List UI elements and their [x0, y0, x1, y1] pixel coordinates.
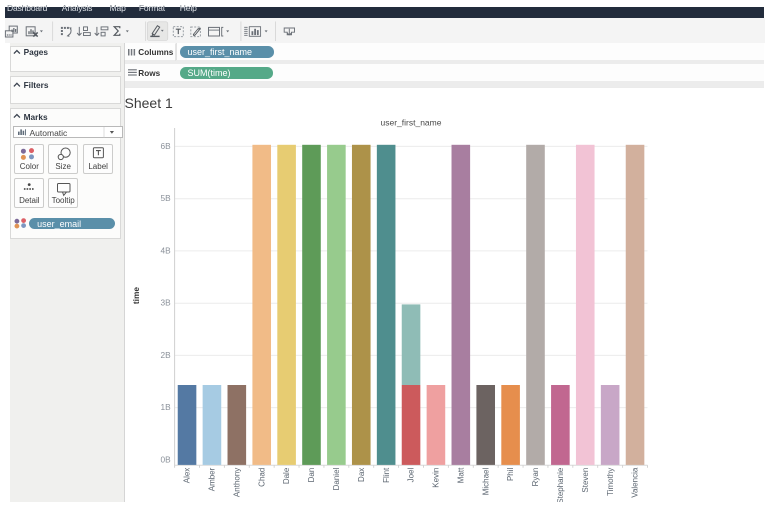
svg-text:Anthony: Anthony	[232, 468, 241, 497]
svg-text:Stephanie: Stephanie	[556, 467, 565, 502]
svg-text:Matt: Matt	[456, 467, 465, 483]
svg-text:Joel: Joel	[407, 467, 416, 482]
svg-text:Ryan: Ryan	[531, 468, 540, 487]
svg-text:3B: 3B	[161, 298, 172, 308]
svg-text:0B: 0B	[161, 454, 172, 464]
svg-text:Chad: Chad	[257, 468, 266, 487]
svg-text:Alex: Alex	[183, 468, 192, 484]
svg-text:Steven: Steven	[581, 468, 590, 493]
svg-text:5B: 5B	[161, 193, 172, 203]
svg-text:Dax: Dax	[357, 468, 366, 482]
svg-text:Dan: Dan	[307, 468, 316, 483]
svg-text:Daniel: Daniel	[332, 467, 341, 490]
svg-text:Timothy: Timothy	[606, 468, 615, 496]
svg-text:Dale: Dale	[282, 467, 291, 484]
svg-text:user_first_name: user_first_name	[381, 118, 442, 128]
svg-text:Valencia: Valencia	[631, 467, 640, 498]
svg-text:time: time	[131, 287, 141, 305]
svg-text:Kevin: Kevin	[432, 468, 441, 488]
svg-text:Michael: Michael	[481, 467, 490, 495]
svg-text:2B: 2B	[161, 350, 172, 360]
svg-text:Amber: Amber	[208, 467, 217, 491]
svg-text:6B: 6B	[161, 141, 172, 151]
svg-text:1B: 1B	[161, 402, 172, 412]
svg-text:Phil: Phil	[506, 467, 515, 481]
svg-text:4B: 4B	[161, 245, 172, 255]
svg-text:Flint: Flint	[382, 467, 391, 483]
